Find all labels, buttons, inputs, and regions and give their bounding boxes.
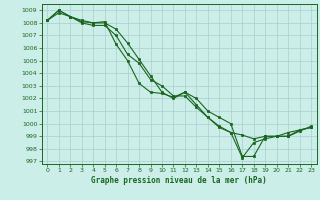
X-axis label: Graphe pression niveau de la mer (hPa): Graphe pression niveau de la mer (hPa) (91, 176, 267, 185)
